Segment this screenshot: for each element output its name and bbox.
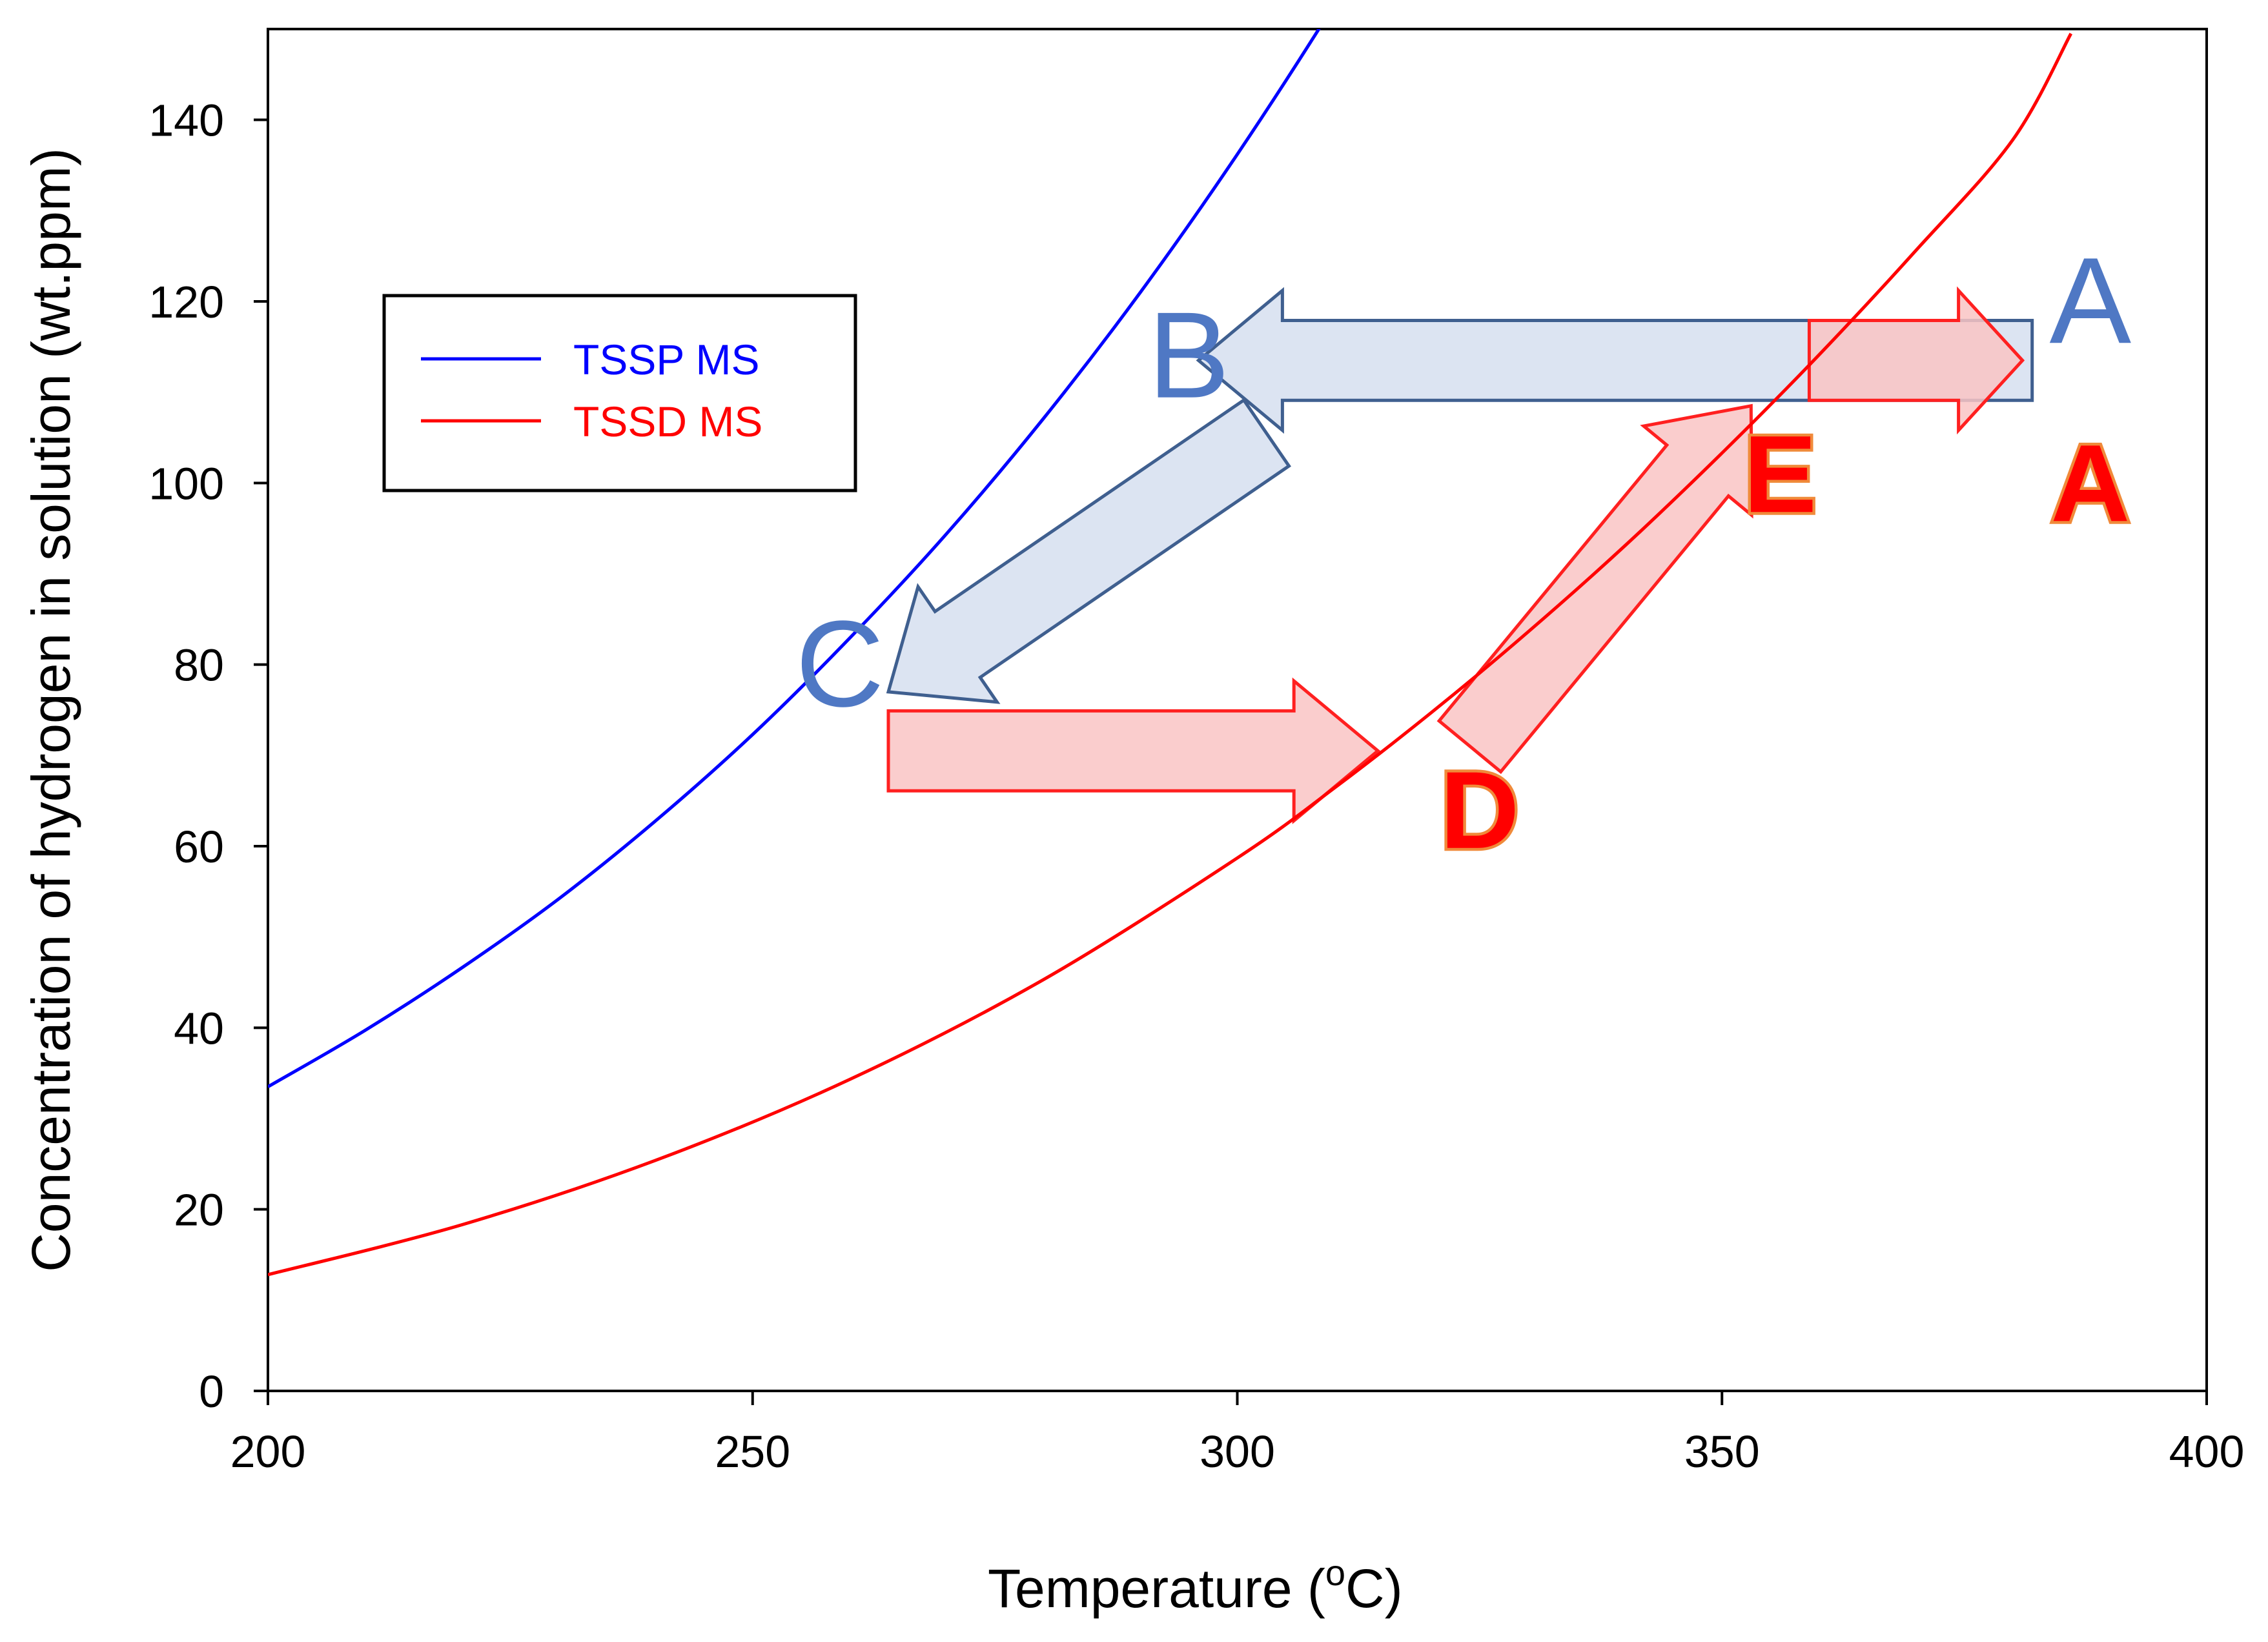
point-label-a-blue: A <box>2049 232 2131 369</box>
legend-label-tssp: TSSP MS <box>573 336 760 383</box>
legend-box <box>382 294 857 492</box>
point-label-c-blue: C <box>795 596 884 733</box>
y-axis-title: Concentration of hydrogen in solution (w… <box>21 148 81 1272</box>
y-tick-label-100: 100 <box>148 458 224 509</box>
arrow-2-blue <box>886 398 1291 704</box>
x-axis: 200 250 300 350 400 <box>230 1391 2245 1477</box>
series-line-tssp-ms <box>268 29 1321 1088</box>
point-label-a-red: A <box>2050 422 2130 545</box>
x-tick-label-300: 300 <box>1200 1426 1275 1477</box>
y-tick-label-120: 120 <box>148 277 224 327</box>
y-tick-label-80: 80 <box>174 640 224 691</box>
x-tick-label-200: 200 <box>230 1426 306 1477</box>
x-tick-label-400: 400 <box>2169 1426 2245 1477</box>
x-axis-title: Temperature (oC) <box>988 1552 1403 1619</box>
annotation-arrows <box>886 286 2034 824</box>
arrow-4-red <box>1436 403 1753 775</box>
point-label-b-blue: B <box>1148 287 1230 424</box>
y-tick-label-20: 20 <box>174 1185 224 1235</box>
y-tick-label-60: 60 <box>174 822 224 872</box>
point-labels: A B C A D E <box>795 232 2132 875</box>
y-tick-label-40: 40 <box>174 1003 224 1053</box>
arrow-5-red <box>1807 286 2025 435</box>
point-label-d-red: D <box>1440 749 1519 872</box>
series-lines <box>268 29 2072 1277</box>
x-tick-label-350: 350 <box>1684 1426 1760 1477</box>
series-line-tssd-ms <box>268 32 2072 1277</box>
y-tick-label-140: 140 <box>148 96 224 146</box>
x-axis-title-sup: o <box>1325 1552 1345 1593</box>
x-axis-title-suffix: C) <box>1345 1558 1403 1619</box>
legend: TSSP MS TSSD MS <box>382 294 857 492</box>
point-label-e-red: E <box>1744 413 1817 536</box>
y-axis: 0 20 40 60 80 100 120 140 <box>148 96 268 1417</box>
legend-label-tssd: TSSD MS <box>573 398 762 445</box>
arrow-3-red <box>886 677 1381 824</box>
x-tick-label-250: 250 <box>715 1426 790 1477</box>
x-axis-title-main: Temperature ( <box>988 1558 1325 1619</box>
y-tick-label-0: 0 <box>199 1366 224 1417</box>
